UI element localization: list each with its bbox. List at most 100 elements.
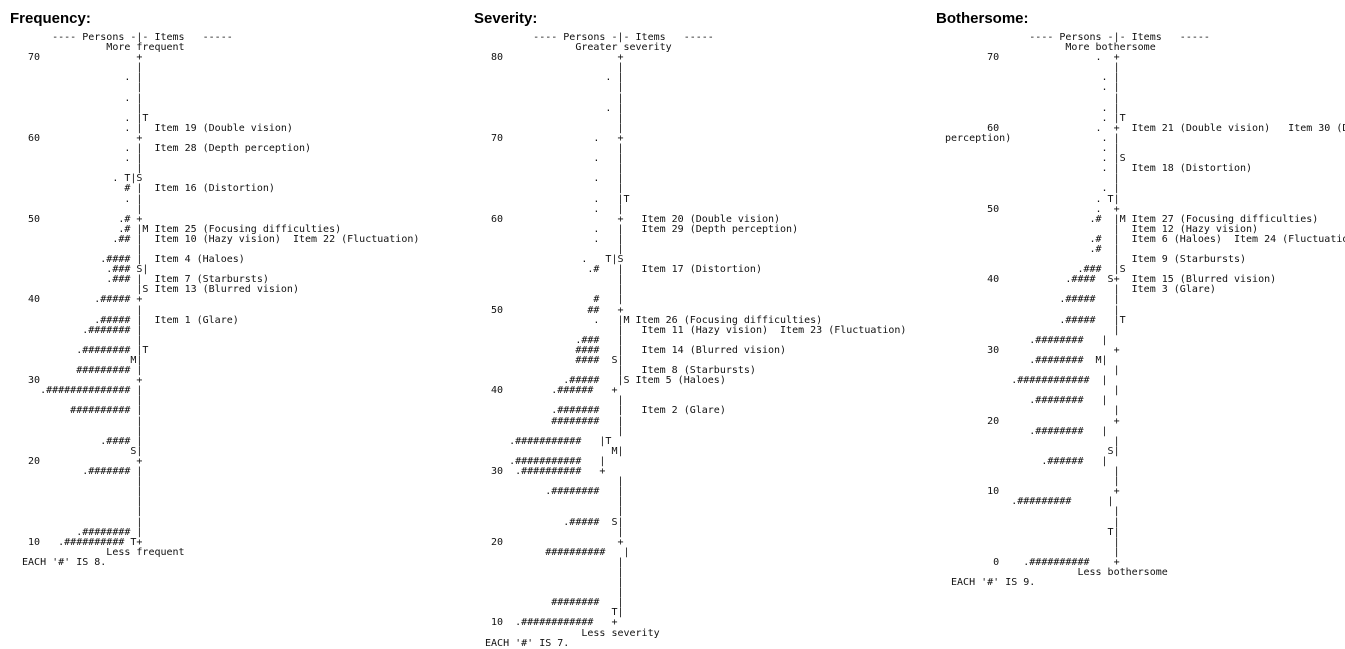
map-line: | [479, 183, 624, 195]
map-line: | [479, 284, 624, 296]
map-line: | [16, 496, 143, 508]
map-line: 20 + [945, 415, 1120, 427]
map-line: | [945, 516, 1120, 528]
map-line: . T| [945, 193, 1120, 205]
map-line: | [16, 62, 143, 74]
map-line: .######### | [945, 496, 1114, 508]
map-line: .########### |T [479, 435, 612, 447]
map-line: | [479, 566, 624, 578]
map-line: 80 + [479, 52, 624, 64]
map-line: 40 .##### + [16, 294, 143, 306]
map-line: Less severity [479, 627, 660, 639]
frequency-panel: Frequency: ---- Persons -|- Items ----- … [0, 0, 470, 649]
map-line: 60 . + Item 21 (Double vision) Item 30 (… [945, 122, 1345, 134]
map-line: #### | Item 14 (Blurred vision) [479, 344, 787, 356]
map-line: EACH '#' IS 9. [945, 577, 1036, 589]
map-line: T| [945, 526, 1120, 538]
map-line: | [479, 425, 624, 437]
map-line: .### | Item 7 (Starbursts) [16, 274, 269, 286]
map-line: | [479, 92, 624, 104]
map-line: .### | [479, 334, 624, 346]
map-line: EACH '#' IS 7. [479, 637, 570, 649]
map-line: | [479, 577, 624, 589]
map-line: 60 + [16, 132, 143, 144]
map-line: .####### | Item 2 (Glare) [479, 405, 726, 417]
map-line: . | Item 29 (Depth perception) [479, 223, 799, 235]
map-line: 30 + [16, 375, 143, 387]
map-line: | [945, 62, 1120, 74]
map-line: | [16, 203, 143, 215]
map-line: More bothersome [945, 42, 1156, 54]
map-line: | [479, 526, 624, 538]
map-line: | [479, 274, 624, 286]
map-line: | [945, 365, 1120, 377]
map-line: 50 ## + [479, 304, 624, 316]
map-line: #### S| [479, 355, 624, 366]
map-line: 30 + [945, 344, 1120, 356]
map-line: . | [479, 203, 624, 215]
map-line: .# |M Item 27 (Focusing difficulties) [945, 213, 1319, 225]
map-line: | Item 9 (Starbursts) [945, 254, 1247, 266]
map-line: | [16, 395, 143, 407]
map-line: ---- Persons -|- Items ----- [16, 32, 233, 43]
map-line: | [479, 496, 624, 508]
map-line: Less bothersome [945, 566, 1168, 578]
map-line: . | [479, 153, 624, 165]
map-line: | [479, 243, 624, 255]
wright-map-frequency: ---- Persons -|- Items ----- More freque… [16, 32, 420, 568]
map-line: | [16, 102, 143, 114]
map-line: 10 .########## T+ [16, 536, 143, 548]
map-line: | [945, 92, 1120, 104]
map-line: 70 . + [479, 132, 624, 144]
bothersome-panel: Bothersome: ---- Persons -|- Items -----… [935, 0, 1345, 649]
map-line: | Item 3 (Glare) [945, 284, 1216, 296]
map-line: .##### |T [945, 314, 1126, 326]
map-line: | [16, 304, 143, 316]
map-line: | [16, 163, 143, 175]
map-line: . | [16, 153, 143, 165]
map-line: . | [945, 183, 1120, 195]
map-line: | [16, 516, 143, 528]
map-line: . | [945, 72, 1120, 84]
map-line: . |M Item 26 (Focusing difficulties) [479, 314, 823, 326]
map-line: | Item 12 (Hazy vision) [945, 223, 1259, 235]
map-line: | [945, 476, 1120, 488]
map-line: S| [945, 445, 1120, 457]
map-line: .######## | [945, 334, 1108, 346]
panel-title-frequency: Frequency: [10, 10, 91, 27]
map-line: .######## | [16, 526, 143, 538]
map-line: . | [479, 72, 624, 84]
map-line: .### S| [16, 264, 149, 276]
map-line: .######## | [945, 425, 1108, 437]
map-line: ########## | [16, 405, 143, 417]
map-line: | [945, 173, 1120, 185]
map-line: .########### | [479, 455, 606, 467]
map-line: 10 .############ + [479, 617, 618, 629]
panel-title-severity: Severity: [474, 10, 538, 27]
map-line: .# |M Item 25 (Focusing difficulties) [16, 223, 342, 235]
map-line: . T|S [479, 254, 624, 266]
map-line: .# | [945, 243, 1120, 255]
map-line: .####### | [16, 466, 143, 478]
map-line: . | [945, 102, 1120, 114]
map-line: . | Item 19 (Double vision) [16, 122, 293, 134]
map-line: .#### | Item 4 (Haloes) [16, 254, 245, 266]
map-line: .############ | [945, 375, 1108, 387]
map-line: . |S [945, 153, 1126, 165]
map-line: . | Item 28 (Depth perception) [16, 143, 312, 155]
map-line: | [479, 112, 624, 124]
map-line: .# | Item 17 (Distortion) [479, 264, 762, 276]
map-line: .## | Item 10 (Hazy vision) Item 22 (Flu… [16, 233, 420, 245]
map-line: | [16, 476, 143, 488]
map-line: | [16, 243, 143, 255]
map-line: 40 .#### S+ Item 15 (Blurred vision) [945, 274, 1277, 286]
map-line: | [479, 506, 624, 518]
map-line: . | Item 18 (Distortion) [945, 163, 1253, 175]
map-line: # | Item 16 (Distortion) [16, 183, 275, 195]
map-line: ######## | [479, 415, 624, 427]
map-line: .###### | [945, 455, 1108, 467]
map-line: .######## | [479, 486, 624, 498]
map-line: | [945, 385, 1120, 397]
map-line: .######## | [945, 395, 1108, 407]
map-line: . | [479, 233, 624, 245]
